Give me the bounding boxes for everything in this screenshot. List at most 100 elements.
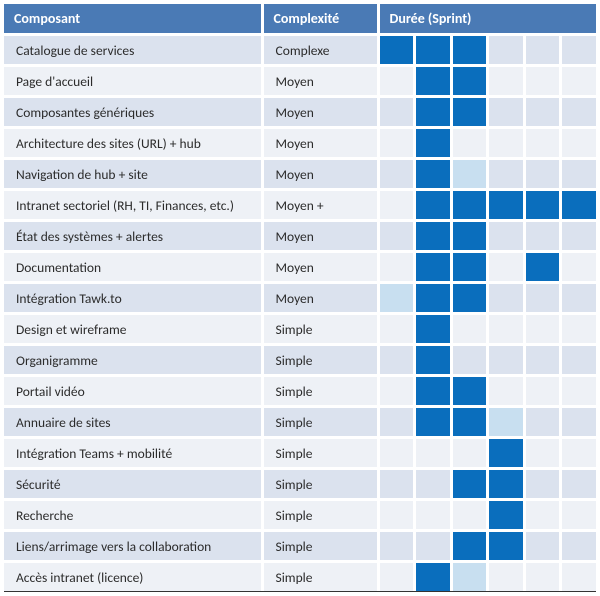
sprint-cell [416, 284, 453, 312]
table-row: Navigation de hub + siteMoyen [4, 159, 596, 190]
cell-composant: Architecture des sites (URL) + hub [4, 128, 262, 159]
sprint-cell [416, 36, 453, 64]
sprint-cell [416, 98, 453, 126]
sprint-strip [380, 222, 597, 250]
sprint-cell [453, 532, 490, 560]
sprint-cell [526, 36, 563, 64]
table-row: Design et wireframeSimple [4, 314, 596, 345]
cell-duree [378, 376, 596, 407]
sprint-cell [416, 563, 453, 591]
sprint-cell [526, 191, 563, 219]
sprint-cell [489, 284, 526, 312]
sprint-cell [453, 346, 490, 374]
cell-duree [378, 128, 596, 159]
sprint-cell [380, 470, 417, 498]
header-complexite: Complexité [262, 4, 378, 35]
cell-complexite: Simple [262, 469, 378, 500]
sprint-cell [416, 346, 453, 374]
cell-complexite: Moyen [262, 66, 378, 97]
cell-composant: Page d'accueil [4, 66, 262, 97]
table-row: Portail vidéoSimple [4, 376, 596, 407]
cell-duree [378, 97, 596, 128]
sprint-cell [416, 160, 453, 188]
sprint-cell [380, 222, 417, 250]
cell-complexite: Moyen [262, 97, 378, 128]
sprint-cell [380, 98, 417, 126]
sprint-strip [380, 470, 597, 498]
cell-complexite: Moyen + [262, 190, 378, 221]
cell-composant: Navigation de hub + site [4, 159, 262, 190]
sprint-cell [453, 377, 490, 405]
sprint-cell [562, 129, 596, 157]
sprint-plan-table: Composant Complexité Durée (Sprint) Cata… [4, 4, 596, 592]
table-row: Annuaire de sitesSimple [4, 407, 596, 438]
sprint-cell [416, 470, 453, 498]
cell-duree [378, 407, 596, 438]
header-duree: Durée (Sprint) [378, 4, 596, 35]
cell-composant: Recherche [4, 500, 262, 531]
sprint-strip [380, 563, 597, 591]
sprint-cell [526, 501, 563, 529]
sprint-cell [562, 315, 596, 343]
cell-complexite: Simple [262, 314, 378, 345]
table-row: Catalogue de servicesComplexe [4, 35, 596, 66]
sprint-cell [562, 408, 596, 436]
plan-table: Composant Complexité Durée (Sprint) Cata… [4, 4, 596, 591]
cell-duree [378, 252, 596, 283]
cell-composant: Sécurité [4, 469, 262, 500]
sprint-strip [380, 129, 597, 157]
cell-composant: Liens/arrimage vers la collaboration [4, 531, 262, 562]
cell-composant: Organigramme [4, 345, 262, 376]
sprint-cell [453, 563, 490, 591]
sprint-strip [380, 377, 597, 405]
cell-complexite: Complexe [262, 35, 378, 66]
sprint-cell [453, 253, 490, 281]
sprint-cell [453, 129, 490, 157]
sprint-strip [380, 284, 597, 312]
table-row: État des systèmes + alertesMoyen [4, 221, 596, 252]
cell-complexite: Moyen [262, 159, 378, 190]
sprint-cell [562, 67, 596, 95]
sprint-cell [453, 284, 490, 312]
cell-duree [378, 345, 596, 376]
sprint-cell [380, 315, 417, 343]
sprint-cell [416, 315, 453, 343]
sprint-cell [416, 129, 453, 157]
sprint-cell [526, 408, 563, 436]
sprint-cell [562, 36, 596, 64]
sprint-cell [453, 439, 490, 467]
sprint-cell [526, 222, 563, 250]
sprint-cell [416, 377, 453, 405]
sprint-cell [380, 191, 417, 219]
sprint-cell [380, 36, 417, 64]
cell-complexite: Simple [262, 345, 378, 376]
sprint-cell [526, 532, 563, 560]
sprint-cell [416, 67, 453, 95]
cell-composant: Catalogue de services [4, 35, 262, 66]
sprint-cell [489, 470, 526, 498]
sprint-cell [562, 532, 596, 560]
header-row: Composant Complexité Durée (Sprint) [4, 4, 596, 35]
sprint-cell [526, 346, 563, 374]
sprint-cell [380, 253, 417, 281]
sprint-cell [562, 253, 596, 281]
sprint-cell [489, 160, 526, 188]
sprint-cell [453, 160, 490, 188]
sprint-strip [380, 191, 597, 219]
sprint-cell [489, 346, 526, 374]
sprint-cell [526, 98, 563, 126]
cell-composant: Portail vidéo [4, 376, 262, 407]
sprint-cell [453, 67, 490, 95]
sprint-cell [489, 129, 526, 157]
sprint-strip [380, 315, 597, 343]
table-row: Architecture des sites (URL) + hubMoyen [4, 128, 596, 159]
sprint-cell [380, 160, 417, 188]
sprint-cell [526, 129, 563, 157]
sprint-strip [380, 532, 597, 560]
sprint-strip [380, 439, 597, 467]
sprint-cell [489, 377, 526, 405]
sprint-cell [453, 501, 490, 529]
sprint-cell [453, 408, 490, 436]
cell-complexite: Simple [262, 407, 378, 438]
sprint-cell [526, 253, 563, 281]
